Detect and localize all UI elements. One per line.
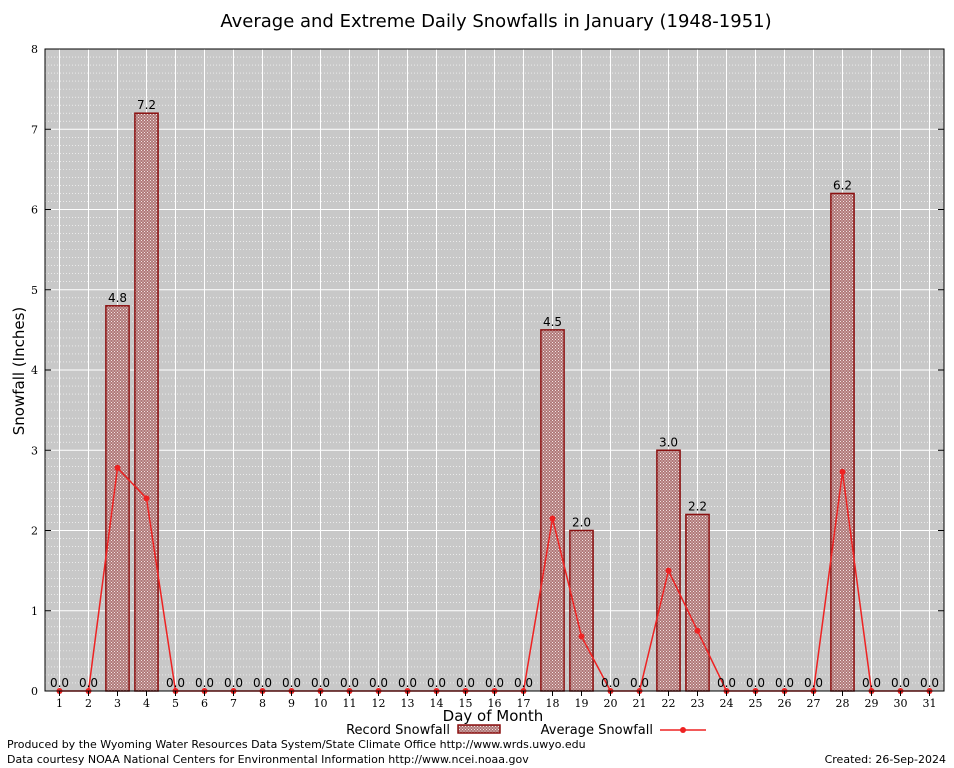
x-tick-label: 28 [836, 697, 850, 710]
y-tick-label: 7 [31, 123, 38, 136]
bar-data-label: 0.0 [369, 676, 388, 690]
x-tick-label: 21 [633, 697, 647, 710]
bar [134, 112, 159, 692]
bar-data-label: 4.8 [108, 291, 127, 305]
x-tick-label: 17 [517, 697, 531, 710]
x-tick-label: 5 [172, 697, 179, 710]
footer-created: Created: 26-Sep-2024 [824, 753, 946, 766]
bar-data-label: 4.5 [543, 315, 562, 329]
bar-data-label: 7.2 [137, 98, 156, 112]
y-tick-label: 1 [31, 605, 38, 618]
y-tick-label: 3 [31, 444, 38, 457]
bar [685, 513, 710, 692]
x-tick-label: 20 [604, 697, 618, 710]
bar-data-label: 0.0 [891, 676, 910, 690]
average-point [114, 464, 121, 471]
x-tick-label: 19 [575, 697, 589, 710]
x-tick-label: 9 [288, 697, 295, 710]
x-tick-label: 25 [749, 697, 763, 710]
x-tick-label: 6 [201, 697, 208, 710]
bar [540, 329, 565, 692]
bar-data-label: 0.0 [862, 676, 881, 690]
bar-data-label: 0.0 [746, 676, 765, 690]
bar-data-label: 0.0 [485, 676, 504, 690]
x-tick-label: 11 [343, 697, 357, 710]
bar-data-label: 2.2 [688, 499, 707, 513]
x-tick-label: 1 [56, 697, 63, 710]
bar-data-label: 0.0 [775, 676, 794, 690]
x-tick-label: 24 [720, 697, 734, 710]
footer-data-courtesy: Data courtesy NOAA National Centers for … [7, 753, 529, 766]
x-tick-label: 10 [314, 697, 328, 710]
bar-data-label: 0.0 [920, 676, 939, 690]
bar-data-label: 0.0 [427, 676, 446, 690]
bar-data-label: 0.0 [224, 676, 243, 690]
bar-data-label: 0.0 [601, 676, 620, 690]
average-point [549, 515, 556, 522]
x-tick-label: 7 [230, 697, 237, 710]
x-tick-label: 14 [430, 697, 444, 710]
bar-data-label: 3.0 [659, 435, 678, 449]
bar-data-label: 0.0 [340, 676, 359, 690]
bar-data-label: 0.0 [79, 676, 98, 690]
average-point [578, 633, 585, 640]
x-tick-label: 4 [143, 697, 150, 710]
bar-data-label: 0.0 [514, 676, 533, 690]
average-point [665, 567, 672, 574]
legend-label-average: Average Snowfall [541, 723, 653, 738]
bar [830, 192, 855, 692]
bar [105, 305, 130, 692]
bar-data-label: 0.0 [282, 676, 301, 690]
y-tick-label: 2 [31, 525, 38, 538]
x-tick-label: 23 [691, 697, 705, 710]
x-tick-label: 29 [865, 697, 879, 710]
legend-label-record: Record Snowfall [346, 723, 450, 738]
data-labels: 0.0 0.0 4.8 7.2 0.0 0.0 0.0 0.0 0.0 0.0 0.0 0.0 0.0 0… [50, 98, 939, 690]
bar-data-label: 0.0 [398, 676, 417, 690]
y-tick-label: 0 [31, 685, 38, 698]
x-axis-label: Day of Month [443, 707, 544, 725]
bar-data-label: 0.0 [630, 676, 649, 690]
footer-produced-by: Produced by the Wyoming Water Resources … [7, 738, 586, 751]
y-axis-label: Snowfall (Inches) [10, 307, 28, 435]
x-tick-label: 18 [546, 697, 560, 710]
y-tick-label: 4 [31, 364, 38, 377]
x-tick-label: 27 [807, 697, 821, 710]
average-point [839, 468, 846, 475]
average-point [143, 495, 150, 502]
y-tick-label: 8 [31, 43, 38, 56]
bar [569, 529, 594, 692]
bar-data-label: 0.0 [166, 676, 185, 690]
x-tick-label: 2 [85, 697, 92, 710]
x-tick-label: 22 [662, 697, 676, 710]
average-point [694, 627, 701, 634]
bar-data-label: 0.0 [195, 676, 214, 690]
bar-data-label: 0.0 [253, 676, 272, 690]
x-tick-label: 3 [114, 697, 121, 710]
y-tick-label: 6 [31, 204, 38, 217]
x-tick-label: 30 [894, 697, 908, 710]
x-tick-label: 16 [488, 697, 502, 710]
x-tick-label: 13 [401, 697, 415, 710]
bar-data-label: 2.0 [572, 516, 591, 530]
x-tick-label: 8 [259, 697, 266, 710]
y-tick-label: 5 [31, 284, 38, 297]
legend-marker-average [680, 727, 686, 733]
bar-series [105, 112, 855, 692]
legend-swatch-record [457, 724, 501, 734]
x-tick-label: 12 [372, 697, 386, 710]
x-tick-label: 31 [923, 697, 937, 710]
bar-data-label: 0.0 [50, 676, 69, 690]
bar-data-label: 0.0 [311, 676, 330, 690]
x-tick-label: 15 [459, 697, 473, 710]
bar-data-label: 0.0 [804, 676, 823, 690]
bar-data-label: 0.0 [717, 676, 736, 690]
legend: Record Snowfall Average Snowfall [346, 723, 706, 738]
bar-data-label: 0.0 [456, 676, 475, 690]
bar-data-label: 6.2 [833, 178, 852, 192]
chart-title: Average and Extreme Daily Snowfalls in J… [220, 11, 771, 32]
x-tick-label: 26 [778, 697, 792, 710]
